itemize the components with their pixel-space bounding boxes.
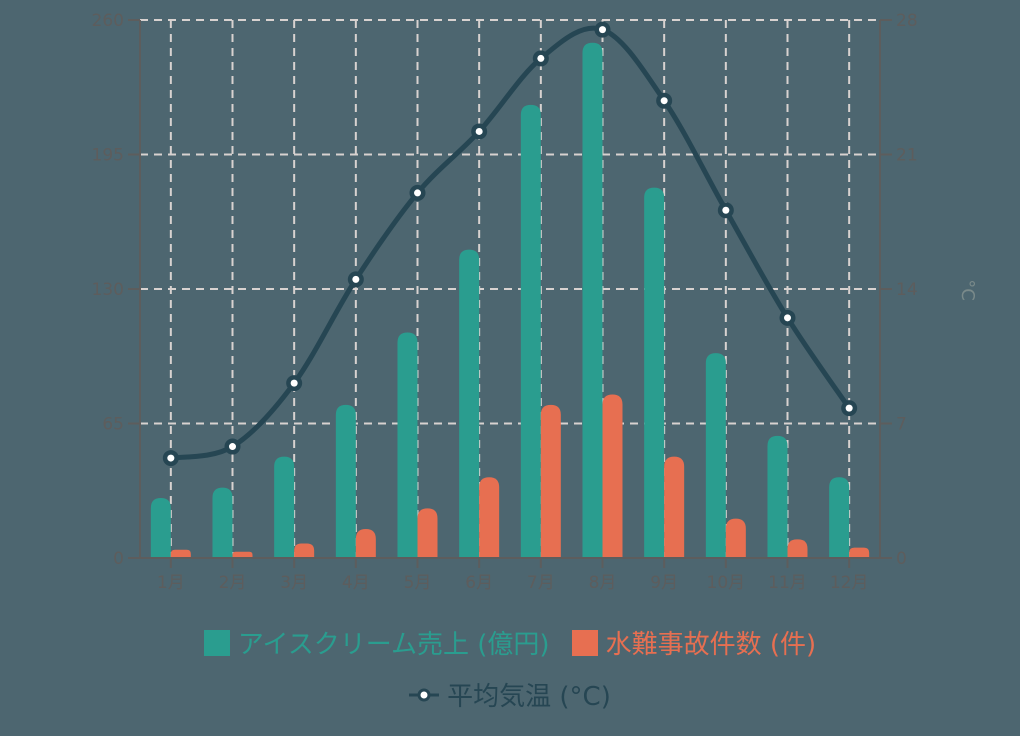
bar[interactable] <box>582 42 603 559</box>
right-tick-label: 21 <box>896 146 918 166</box>
bar[interactable] <box>849 547 870 558</box>
bar[interactable] <box>664 456 685 558</box>
bar[interactable] <box>479 477 500 558</box>
bar[interactable] <box>520 104 541 558</box>
line-marker-icon <box>409 688 440 701</box>
x-tick-label: 10月 <box>707 573 746 593</box>
x-tick-label: 12月 <box>830 573 869 593</box>
bar[interactable] <box>212 487 233 558</box>
right-tick-label: 28 <box>896 11 918 31</box>
bar[interactable] <box>459 249 480 558</box>
bar-series <box>150 42 870 559</box>
bar[interactable] <box>767 435 788 558</box>
bar[interactable] <box>274 456 295 558</box>
bar[interactable] <box>150 497 171 558</box>
ice-cream-swatch-icon <box>203 629 230 656</box>
right-tick-label: 7 <box>896 415 907 435</box>
bar[interactable] <box>705 353 726 558</box>
bar[interactable] <box>417 508 438 558</box>
bar[interactable] <box>540 404 561 558</box>
x-tick-label: 4月 <box>342 573 370 593</box>
bar[interactable] <box>644 187 665 558</box>
legend-item-temperature[interactable]: 平均気温 (°C) <box>409 676 611 713</box>
temperature-line <box>162 21 858 467</box>
bar[interactable] <box>397 332 418 558</box>
x-tick-label: 1月 <box>157 573 185 593</box>
legend-label-ice-cream: アイスクリーム売上 (億円) <box>237 630 550 660</box>
x-tick-label: 3月 <box>280 573 308 593</box>
left-tick-label: 0 <box>113 549 124 569</box>
left-tick-label: 195 <box>92 146 124 166</box>
drowning-swatch-icon <box>571 629 598 656</box>
legend-item-drowning[interactable]: 水難事故件数 (件) <box>571 624 817 661</box>
legend: アイスクリーム売上 (億円) 水難事故件数 (件) <box>0 624 1020 661</box>
bar[interactable] <box>355 529 376 558</box>
x-tick-label: 6月 <box>465 573 493 593</box>
left-tick-label: 130 <box>92 280 124 300</box>
bar[interactable] <box>602 394 623 558</box>
right-tick-label: 14 <box>896 280 918 300</box>
bar[interactable] <box>829 477 850 558</box>
x-tick-label: 11月 <box>768 573 807 593</box>
bar[interactable] <box>335 404 356 558</box>
x-tick-label: 9月 <box>650 573 678 593</box>
right-axis-title: °C <box>957 279 978 301</box>
left-tick-label: 65 <box>102 415 124 435</box>
legend-item-ice-cream[interactable]: アイスクリーム売上 (億円) <box>203 624 550 661</box>
combo-chart: 0 0 65 7 130 14 195 21 260 28 1月 2月 3月 4月 5月 6月 7月 8月 9月 10… <box>92 11 978 593</box>
x-tick-label: 8月 <box>589 573 617 593</box>
bar[interactable] <box>294 543 315 558</box>
x-tick-label: 5月 <box>404 573 432 593</box>
axes: 0 0 65 7 130 14 195 21 260 28 1月 2月 3月 4月 5月 6月 7月 8月 9月 10… <box>92 11 918 593</box>
legend-line: 平均気温 (°C) <box>0 676 1020 713</box>
bar[interactable] <box>170 549 191 558</box>
legend-label-drowning: 水難事故件数 (件) <box>605 630 817 660</box>
left-tick-label: 260 <box>92 11 124 31</box>
x-tick-label: 2月 <box>219 573 247 593</box>
bar[interactable] <box>787 539 808 558</box>
bar[interactable] <box>232 551 253 558</box>
right-tick-label: 0 <box>896 549 907 569</box>
bar[interactable] <box>725 518 746 558</box>
x-tick-label: 7月 <box>527 573 555 593</box>
legend-label-temperature: 平均気温 (°C) <box>447 682 611 712</box>
